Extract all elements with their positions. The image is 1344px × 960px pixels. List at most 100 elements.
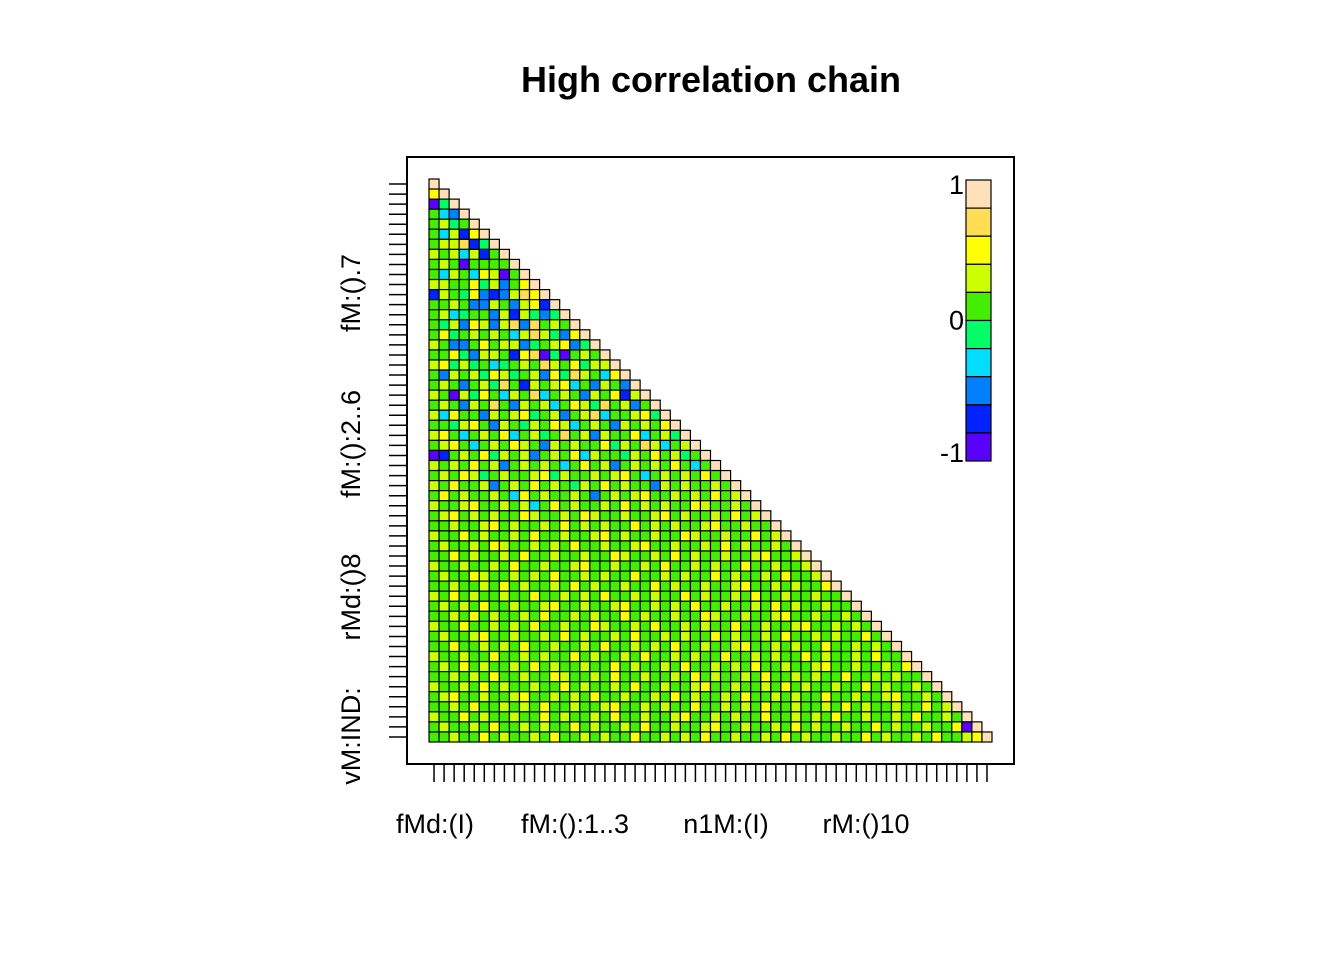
heatmap-cell xyxy=(468,660,480,673)
heatmap-cell xyxy=(669,449,681,462)
heatmap-cell xyxy=(840,721,852,733)
heatmap-cell xyxy=(448,701,460,713)
heatmap-cell xyxy=(508,389,521,401)
heatmap-cell xyxy=(709,671,722,683)
heatmap-cell xyxy=(438,238,450,250)
heatmap-cell xyxy=(629,520,641,532)
heatmap-cell xyxy=(468,650,480,663)
heatmap-cell xyxy=(900,691,913,703)
heatmap-cell xyxy=(538,389,551,401)
heatmap-cell xyxy=(538,660,551,673)
heatmap-cell xyxy=(448,349,460,361)
heatmap-cell xyxy=(719,701,732,713)
heatmap-cell xyxy=(730,480,742,492)
heatmap-cell xyxy=(478,721,490,733)
heatmap-cell xyxy=(508,721,521,733)
heatmap-cell xyxy=(559,550,571,562)
heatmap-cell xyxy=(760,731,772,743)
color-legend-swatch xyxy=(965,432,992,462)
heatmap-cell xyxy=(428,671,440,683)
heatmap-cell xyxy=(629,500,641,512)
heatmap-cell xyxy=(538,520,551,532)
heatmap-cell xyxy=(830,620,842,633)
heatmap-cell xyxy=(498,530,511,542)
heatmap-cell xyxy=(458,660,470,673)
heatmap-cell xyxy=(619,711,631,723)
heatmap-cell xyxy=(428,510,440,522)
heatmap-cell xyxy=(699,560,712,572)
heatmap-cell xyxy=(790,660,802,673)
heatmap-cell xyxy=(488,711,500,723)
heatmap-cell xyxy=(880,721,893,733)
heatmap-cell xyxy=(649,610,661,622)
heatmap-cell xyxy=(549,459,561,472)
heatmap-cell xyxy=(629,691,641,703)
heatmap-cell xyxy=(528,600,541,612)
heatmap-cell xyxy=(981,731,993,743)
heatmap-cell xyxy=(629,530,641,542)
heatmap-cell xyxy=(458,379,470,391)
heatmap-cell xyxy=(820,650,832,663)
heatmap-cell xyxy=(498,268,511,281)
heatmap-cell xyxy=(639,449,651,462)
heatmap-cell xyxy=(961,711,973,723)
heatmap-cell xyxy=(750,570,762,582)
heatmap-cell xyxy=(448,339,460,351)
heatmap-cell xyxy=(538,721,551,733)
heatmap-cell xyxy=(458,681,470,693)
heatmap-cell xyxy=(770,520,782,532)
heatmap-cell xyxy=(488,258,500,271)
heatmap-cell xyxy=(679,570,691,582)
heatmap-cell xyxy=(820,721,832,733)
heatmap-cell xyxy=(538,288,551,301)
heatmap-cell xyxy=(659,439,671,452)
heatmap-cell xyxy=(579,389,591,401)
heatmap-cell xyxy=(549,419,561,431)
heatmap-cell xyxy=(669,510,681,522)
heatmap-cell xyxy=(760,550,772,562)
heatmap-cell xyxy=(659,600,671,612)
heatmap-cell xyxy=(790,650,802,663)
heatmap-cell xyxy=(488,238,500,250)
heatmap-cell xyxy=(699,530,712,542)
heatmap-cell xyxy=(569,480,581,492)
heatmap-cell xyxy=(569,721,581,733)
heatmap-cell xyxy=(760,650,772,663)
heatmap-cell xyxy=(528,359,541,371)
heatmap-cell xyxy=(559,329,571,341)
heatmap-cell xyxy=(709,510,722,522)
heatmap-cell xyxy=(669,650,681,663)
heatmap-cell xyxy=(619,570,631,582)
heatmap-cell xyxy=(589,339,601,351)
heatmap-cell xyxy=(890,671,903,683)
heatmap-cell xyxy=(790,681,802,693)
heatmap-cell xyxy=(669,429,681,441)
heatmap-cell xyxy=(639,530,651,542)
heatmap-cell xyxy=(780,560,792,572)
heatmap-cell xyxy=(679,620,691,633)
heatmap-cell xyxy=(659,590,671,602)
heatmap-cell xyxy=(488,570,500,582)
heatmap-cell xyxy=(468,610,480,622)
heatmap-cell xyxy=(820,711,832,723)
heatmap-cell xyxy=(740,671,752,683)
heatmap-cell xyxy=(659,409,671,421)
heatmap-cell xyxy=(750,510,762,522)
heatmap-cell xyxy=(800,701,812,713)
heatmap-cell xyxy=(448,490,460,502)
heatmap-cell xyxy=(538,650,551,663)
heatmap-cell xyxy=(549,701,561,713)
heatmap-cell xyxy=(468,218,480,230)
heatmap-cell xyxy=(428,369,440,381)
heatmap-cell xyxy=(498,570,511,582)
heatmap-cell xyxy=(810,580,822,592)
heatmap-cell xyxy=(428,379,440,391)
heatmap-cell xyxy=(448,198,460,210)
heatmap-cell xyxy=(438,439,450,452)
heatmap-cell xyxy=(528,299,541,311)
color-legend-swatch xyxy=(965,291,992,322)
heatmap-cell xyxy=(730,731,742,743)
y-tick-label: fM:().7 xyxy=(336,254,366,332)
heatmap-cell xyxy=(549,309,561,321)
heatmap-cell xyxy=(438,721,450,733)
